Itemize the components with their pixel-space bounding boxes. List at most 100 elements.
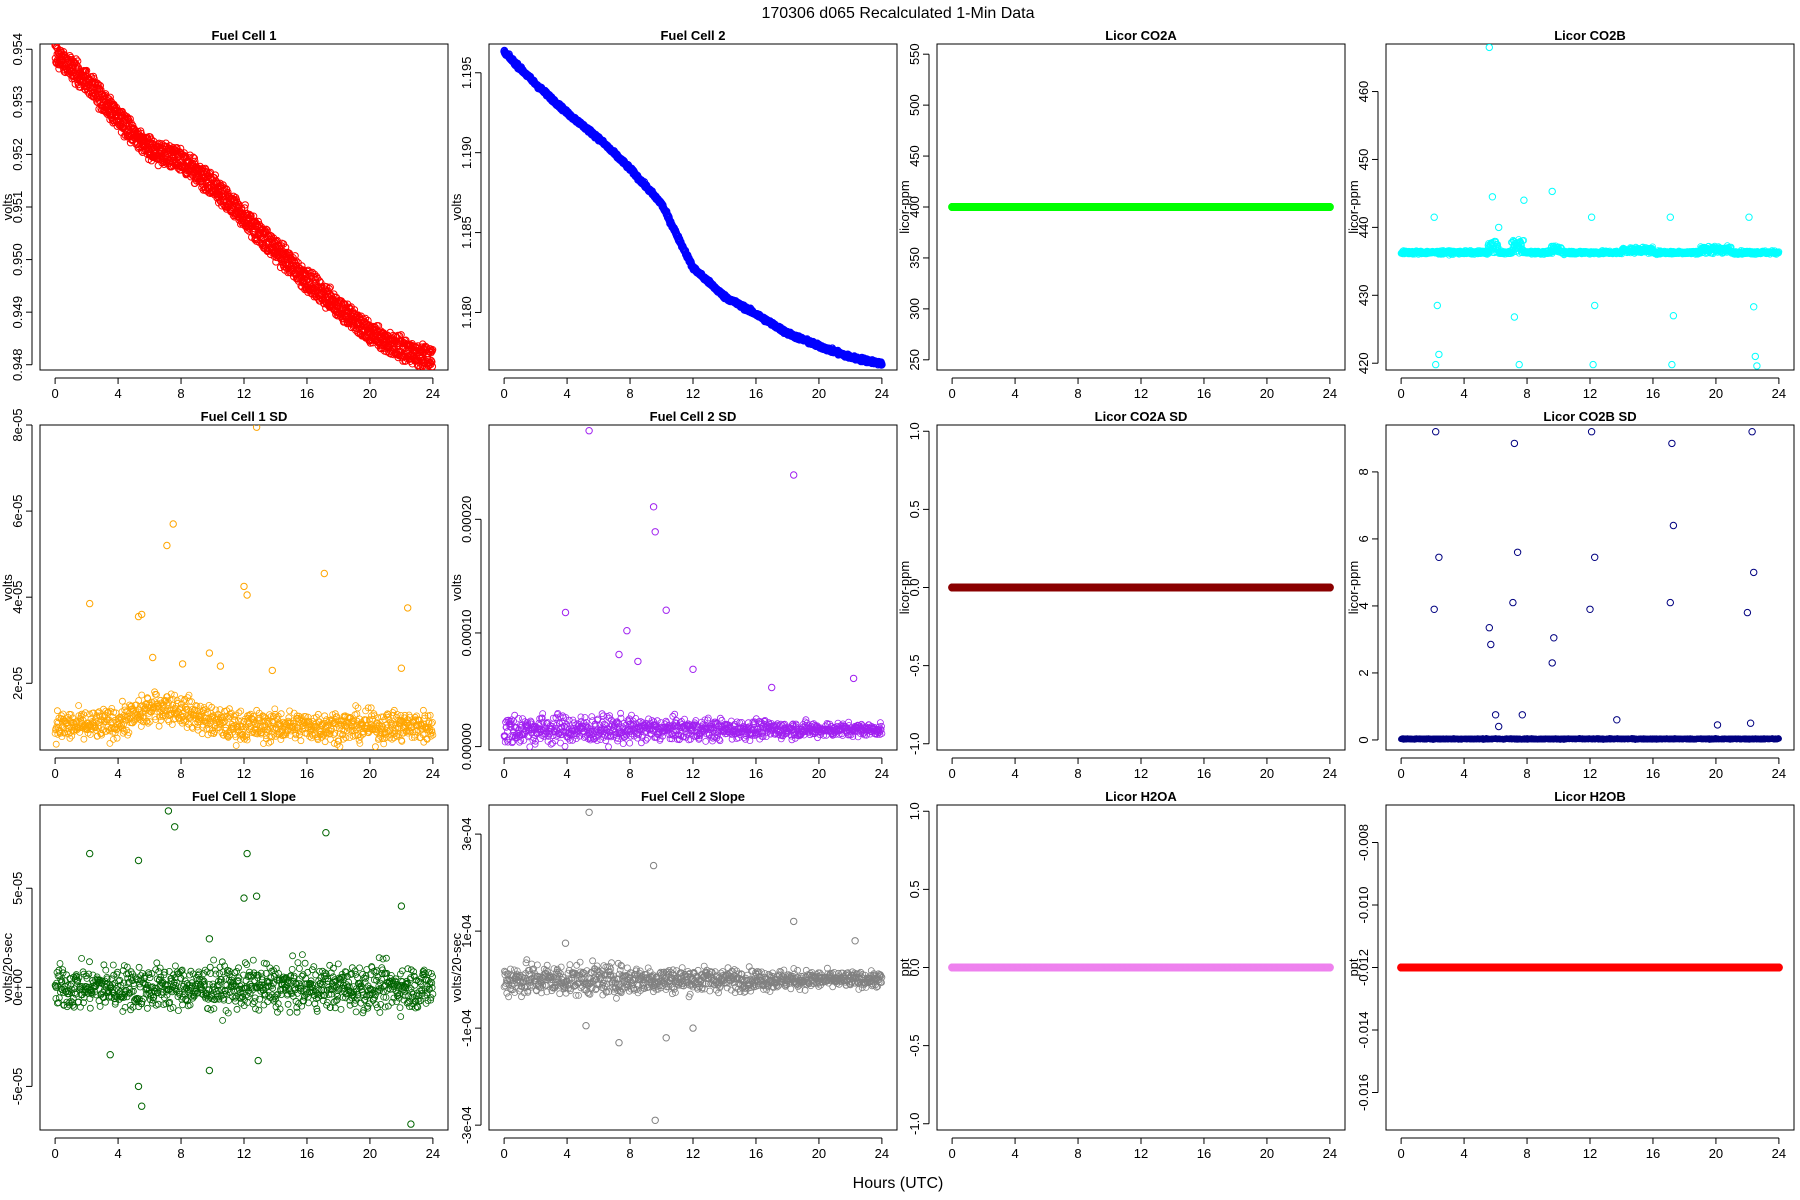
x-tick-label: 8 [1523, 386, 1530, 401]
data-point [59, 48, 68, 56]
x-tick-label: 20 [1260, 386, 1274, 401]
y-tick-label: 350 [907, 247, 922, 269]
y-tick-label: 420 [1356, 352, 1371, 374]
x-tick-label: 24 [1323, 386, 1337, 401]
y-tick-label: 460 [1356, 81, 1371, 103]
data-point [97, 86, 105, 94]
data-point [211, 171, 220, 179]
x-tick-label: 8 [177, 386, 184, 401]
data-point [247, 212, 255, 220]
y-tick-label: 550 [907, 43, 922, 65]
data-point [326, 283, 334, 291]
y-tick-label: 0.954 [10, 33, 25, 66]
data-point [364, 316, 372, 325]
series-points [1397, 44, 1783, 370]
x-tick-label: 24 [426, 386, 440, 401]
data-point [428, 362, 437, 370]
x-tick-label: 0 [948, 386, 955, 401]
y-tick-label: 450 [907, 145, 922, 167]
data-point [135, 143, 143, 151]
x-tick-label: 0 [51, 386, 58, 401]
chart-grid: Fuel Cell 1 0 4 8 12 16 20 24 0.948 0.949 0.950 0.9… [0, 28, 1795, 1161]
data-point [254, 217, 262, 226]
plot-frame [39, 43, 449, 371]
series-points [948, 203, 1334, 212]
y-tick-label: 0.952 [10, 138, 25, 171]
y-tick-label: 500 [907, 94, 922, 116]
data-point [1508, 249, 1516, 257]
data-point [878, 360, 886, 369]
y-tick-label: 250 [907, 349, 922, 371]
x-tick-label: 12 [237, 386, 251, 401]
panel-title: Fuel Cell 2 [660, 28, 725, 43]
y-tick-label: 0.951 [10, 191, 25, 224]
x-tick-label: 4 [563, 386, 570, 401]
x-tick-label: 20 [1709, 386, 1723, 401]
y-tick-label: 0.950 [10, 243, 25, 276]
x-tick-label: 20 [812, 386, 826, 401]
chart-panel: Fuel Cell 20 4 8 12 16 20 241.1801.1851.1901.1… [449, 28, 898, 401]
x-tick-label: 12 [686, 386, 700, 401]
x-tick-label: 16 [300, 386, 314, 401]
x-tick-label: 16 [749, 386, 763, 401]
data-point [161, 155, 169, 164]
plot-frame [1385, 43, 1795, 371]
y-tick-label: 450 [1356, 149, 1371, 171]
panel-title: Fuel Cell 1 [211, 28, 276, 43]
series-points [51, 44, 437, 370]
y-axis-label: licor-ppm [897, 180, 912, 233]
y-tick-label: 430 [1356, 284, 1371, 306]
y-axis-label: licor-ppm [1346, 180, 1361, 233]
panel-title: Licor CO2B [1554, 28, 1626, 43]
data-point [241, 201, 249, 209]
y-axis-label: volts [0, 193, 15, 220]
x-tick-label: 8 [626, 386, 633, 401]
data-point [90, 75, 98, 83]
data-point [82, 66, 91, 75]
data-point [1494, 241, 1502, 248]
plot-frame [936, 43, 1346, 371]
data-point [325, 284, 333, 293]
panel-title: Licor CO2A [1105, 28, 1177, 43]
data-point [291, 252, 299, 260]
data-point [106, 93, 114, 102]
chart-panel: Fuel Cell 1 0 4 8 12 16 20 24 0.948 0.949 0.950 0.9… [0, 28, 449, 401]
y-tick-label: 0.948 [10, 348, 25, 381]
x-tick-label: 16 [1646, 386, 1660, 401]
data-point [428, 346, 437, 354]
x-tick-label: 16 [1197, 386, 1211, 401]
data-point [292, 257, 300, 265]
y-tick-label: 0.949 [10, 296, 25, 329]
y-tick-label: 440 [1356, 217, 1371, 239]
data-point [1520, 236, 1528, 244]
y-tick-label: 400 [907, 196, 922, 218]
y-axis-label: volts [449, 193, 464, 220]
data-point [96, 82, 105, 90]
y-tick-label: 300 [907, 298, 922, 320]
data-point [428, 358, 436, 366]
data-point [189, 153, 197, 161]
x-tick-label: 0 [500, 386, 507, 401]
data-point [72, 61, 81, 69]
x-tick-label: 20 [363, 386, 377, 401]
plot-frame [488, 43, 898, 371]
x-tick-label: 4 [114, 386, 121, 401]
x-tick-label: 4 [1460, 386, 1467, 401]
data-point [432, 369, 434, 370]
series-points [500, 46, 886, 369]
x-tick-label: 12 [1583, 386, 1597, 401]
data-point [126, 115, 134, 123]
data-point [224, 188, 232, 197]
data-point [1325, 203, 1334, 212]
data-point [245, 210, 254, 219]
y-tick-label: 1.195 [459, 56, 474, 89]
x-tick-label: 4 [1011, 386, 1018, 401]
data-point [302, 271, 311, 279]
y-tick-label: 1.190 [459, 136, 474, 169]
x-tick-label: 24 [1772, 386, 1786, 401]
y-tick-label: 1.180 [459, 296, 474, 329]
x-tick-label: 24 [875, 386, 889, 401]
data-point [147, 135, 155, 143]
